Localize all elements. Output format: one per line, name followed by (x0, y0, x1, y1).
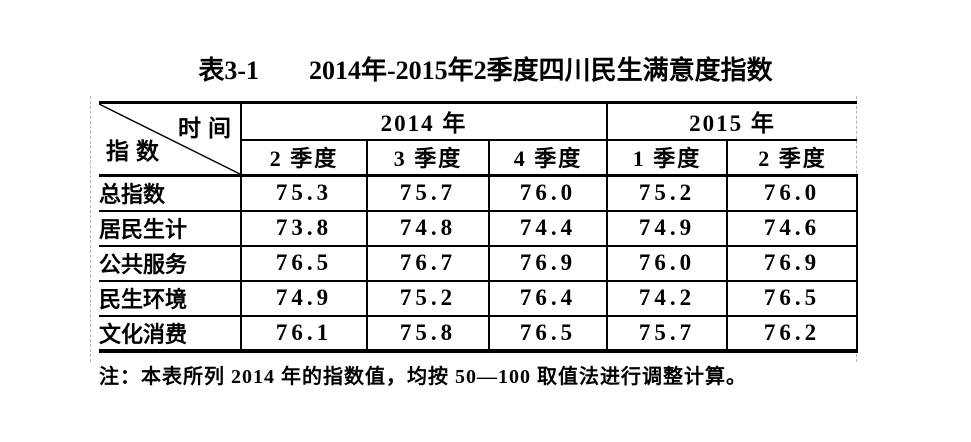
row-label: 居民生计 (99, 210, 242, 247)
value-cell: 74.4 (489, 210, 609, 247)
quarter-header: 3 季度 (367, 139, 490, 177)
value-cell: 74.9 (241, 280, 368, 317)
quarter-header: 2 季度 (241, 139, 368, 177)
table-footnote: 注：本表所列 2014 年的指数值，均按 50—100 取值法进行调整计算。 (99, 366, 747, 388)
value-cell: 76.9 (727, 245, 859, 282)
value-cell: 76.5 (727, 280, 859, 317)
quarter-header: 2 季度 (727, 139, 858, 177)
value-cell: 76.5 (241, 245, 368, 282)
value-cell: 76.4 (489, 280, 609, 317)
satisfaction-index-table: 时间 指数 2014 年 2015 年 2 季度 3 季度 4 季度 1 季度 … (99, 101, 859, 353)
value-cell: 75.2 (607, 175, 729, 212)
value-cell: 75.2 (367, 280, 490, 317)
table-row: 总指数 75.3 75.7 76.0 75.2 76.0 (99, 175, 859, 212)
row-label: 民生环境 (99, 280, 242, 317)
value-cell: 76.2 (727, 315, 859, 353)
text-boundary-left (90, 96, 91, 362)
value-cell: 74.2 (607, 280, 729, 317)
value-cell: 75.3 (241, 175, 368, 212)
value-cell: 76.7 (367, 245, 490, 282)
page-title: 表3-1 2014年-2015年2季度四川民生满意度指数 (0, 50, 971, 87)
corner-index-label: 指数 (106, 139, 166, 164)
year-header-2014: 2014 年 (241, 101, 609, 141)
value-cell: 75.7 (367, 175, 490, 212)
row-label: 总指数 (99, 175, 242, 212)
value-cell: 76.5 (489, 315, 609, 353)
quarter-header-row: 2 季度 3 季度 4 季度 1 季度 2 季度 (99, 139, 858, 177)
row-label: 公共服务 (99, 245, 242, 282)
value-cell: 76.0 (727, 175, 859, 212)
value-cell: 73.8 (241, 210, 368, 247)
table-row: 文化消费 76.1 75.8 76.5 75.7 76.2 (99, 315, 859, 353)
value-cell: 74.6 (727, 210, 859, 247)
value-cell: 74.8 (367, 210, 490, 247)
row-label: 文化消费 (99, 315, 242, 353)
year-header-row: 时间 指数 2014 年 2015 年 (99, 101, 858, 177)
value-cell: 76.0 (489, 175, 609, 212)
table-row: 民生环境 74.9 75.2 76.4 74.2 76.5 (99, 280, 859, 317)
table-title-text: 2014年-2015年2季度四川民生满意度指数 (309, 56, 773, 85)
corner-cell: 时间 指数 (99, 101, 242, 177)
value-cell: 75.8 (367, 315, 490, 353)
corner-time-label: 时间 (178, 116, 238, 141)
table-row: 公共服务 76.5 76.7 76.9 76.0 76.9 (99, 245, 859, 282)
year-header-2015: 2015 年 (607, 101, 858, 141)
value-cell: 76.9 (489, 245, 609, 282)
value-cell: 76.0 (607, 245, 729, 282)
table-row: 居民生计 73.8 74.8 74.4 74.9 74.6 (99, 210, 859, 247)
quarter-header: 4 季度 (489, 139, 609, 177)
diagonal-divider-line (100, 105, 239, 173)
table-number-label: 表3-1 (198, 56, 259, 85)
value-cell: 76.1 (241, 315, 368, 353)
value-cell: 75.7 (607, 315, 729, 353)
value-cell: 74.9 (607, 210, 729, 247)
quarter-header: 1 季度 (607, 139, 729, 177)
